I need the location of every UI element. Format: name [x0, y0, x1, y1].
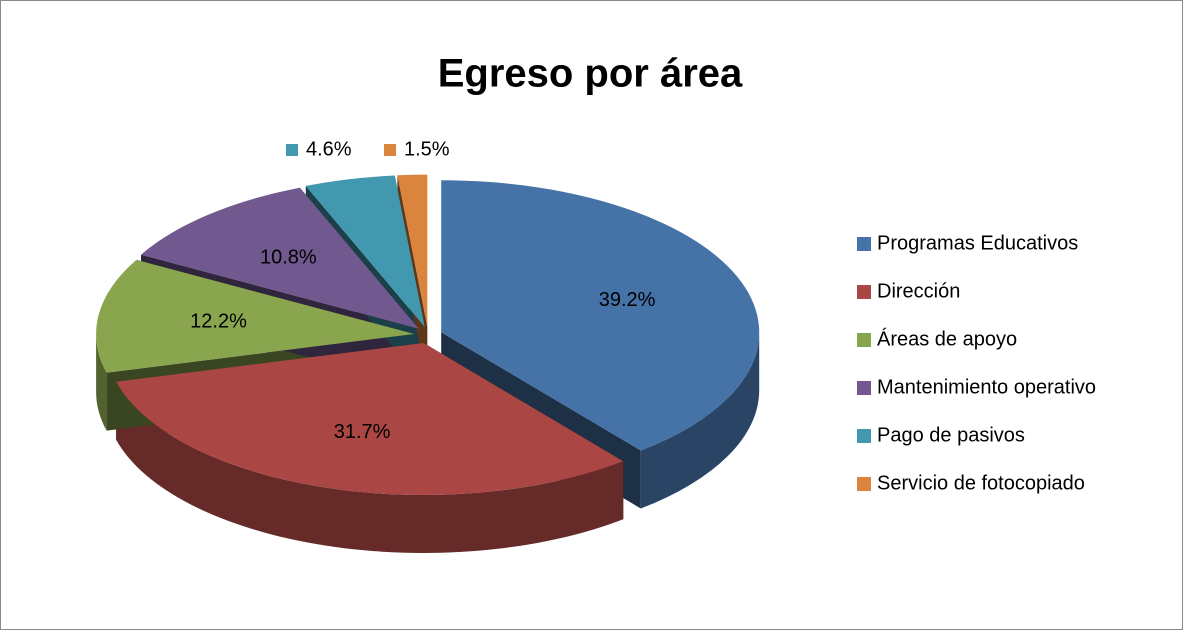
legend-label: Servicio de fotocopiado	[877, 472, 1085, 494]
slice-side	[96, 333, 107, 431]
slice	[441, 180, 760, 451]
slice-side	[640, 332, 760, 509]
chart-title: Egreso por área	[438, 52, 743, 96]
label-key	[286, 144, 298, 156]
data-label: 10.8%	[260, 246, 317, 268]
legend-swatch	[857, 285, 871, 299]
legend-label: Dirección	[877, 280, 960, 302]
slice	[141, 187, 419, 329]
slice	[305, 175, 425, 327]
slice	[116, 342, 624, 495]
slice-side	[116, 381, 624, 553]
legend-swatch	[857, 333, 871, 347]
slice	[397, 174, 428, 327]
legend-label: Pago de pasivos	[877, 424, 1025, 446]
data-label: 4.6%	[306, 138, 352, 160]
legend-swatch	[857, 381, 871, 395]
data-label: 1.5%	[404, 138, 450, 160]
label-key	[384, 144, 396, 156]
data-label: 31.7%	[334, 421, 391, 443]
legend-label: Áreas de apoyo	[877, 327, 1017, 350]
data-label: 12.2%	[190, 310, 247, 332]
data-label: 39.2%	[599, 289, 656, 311]
slice	[96, 259, 415, 373]
legend-swatch	[857, 429, 871, 443]
legend-label: Programas Educativos	[877, 232, 1078, 254]
legend-swatch	[857, 237, 871, 251]
legend-label: Mantenimiento operativo	[877, 376, 1096, 398]
legend-swatch	[857, 477, 871, 491]
